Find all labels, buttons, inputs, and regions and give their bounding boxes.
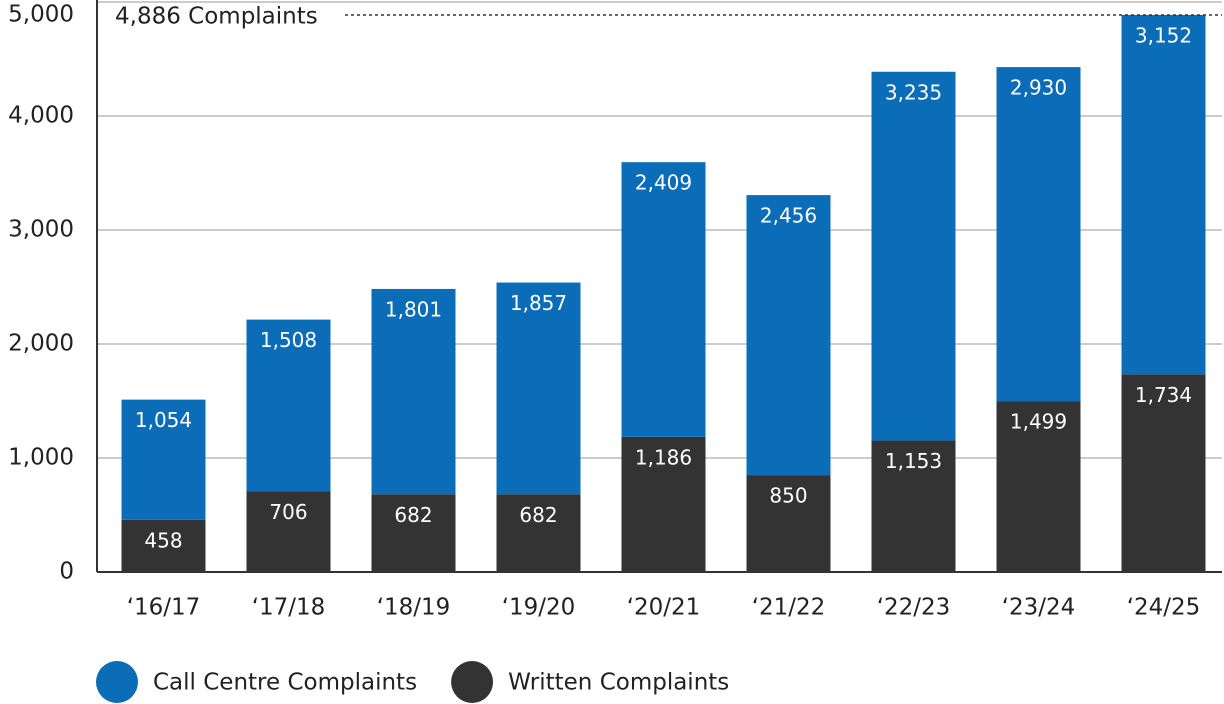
bar-label: 706 [269,500,307,524]
bar-label: 2,409 [635,171,692,195]
bar-label: 1,186 [635,445,692,469]
bar-segment [121,519,206,572]
bar-segment [1121,14,1206,375]
bar-label: 2,930 [1010,76,1067,100]
bar-label: 1,508 [260,328,317,352]
bar-label: 682 [394,503,432,527]
bar-label: 1,054 [135,408,192,432]
bar-segment [871,71,956,441]
bar-label: 1,499 [1010,410,1067,434]
bar-label: 1,153 [885,449,942,473]
bar-label: 850 [769,484,807,508]
bar-label: 458 [144,528,182,552]
bar-segment [746,195,831,476]
bar-segment [1121,374,1206,572]
y-tick-label: 5,000 [8,2,74,28]
legend-label: Written Complaints [508,670,729,696]
bar-segment [371,494,456,572]
bar-label: 3,235 [885,80,942,104]
bar-segment [121,399,206,520]
bar-segment [871,440,956,572]
x-tick-label: ‘16/17 [127,595,201,621]
x-tick-label: ‘23/24 [1002,595,1076,621]
bar-label: 1,734 [1135,383,1192,407]
y-tick-label: 4,000 [8,103,74,129]
bar-segment [246,319,331,492]
legend-swatch [96,661,138,703]
bar-segment [496,494,581,572]
bar-segment [621,436,706,572]
y-tick-label: 3,000 [8,217,74,243]
bar-segment [621,162,706,437]
bar-segment [746,475,831,572]
legend-swatch [451,661,494,703]
x-tick-label: ‘21/22 [752,595,826,621]
bar-segment [371,288,456,495]
bar-label: 3,152 [1135,23,1192,47]
x-tick-label: ‘20/21 [627,595,701,621]
annotation-text: 4,886 Complaints [115,4,318,30]
x-tick-label: ‘22/23 [877,595,951,621]
y-tick-label: 2,000 [8,331,74,357]
y-tick-label: 1,000 [8,445,74,471]
y-tick-label: 0 [59,559,74,585]
bar-label: 1,857 [510,291,567,315]
bar-segment [996,401,1081,572]
bar-label: 2,456 [760,204,817,228]
x-tick-label: ‘18/19 [377,595,451,621]
bar-segment [496,282,581,495]
bar-segment [996,67,1081,402]
x-tick-label: ‘24/25 [1127,595,1201,621]
bar-label: 682 [519,503,557,527]
bar-label: 1,801 [385,297,442,321]
legend-label: Call Centre Complaints [153,670,417,696]
x-tick-label: ‘17/18 [252,595,326,621]
bar-segment [246,491,331,572]
x-tick-label: ‘19/20 [502,595,576,621]
